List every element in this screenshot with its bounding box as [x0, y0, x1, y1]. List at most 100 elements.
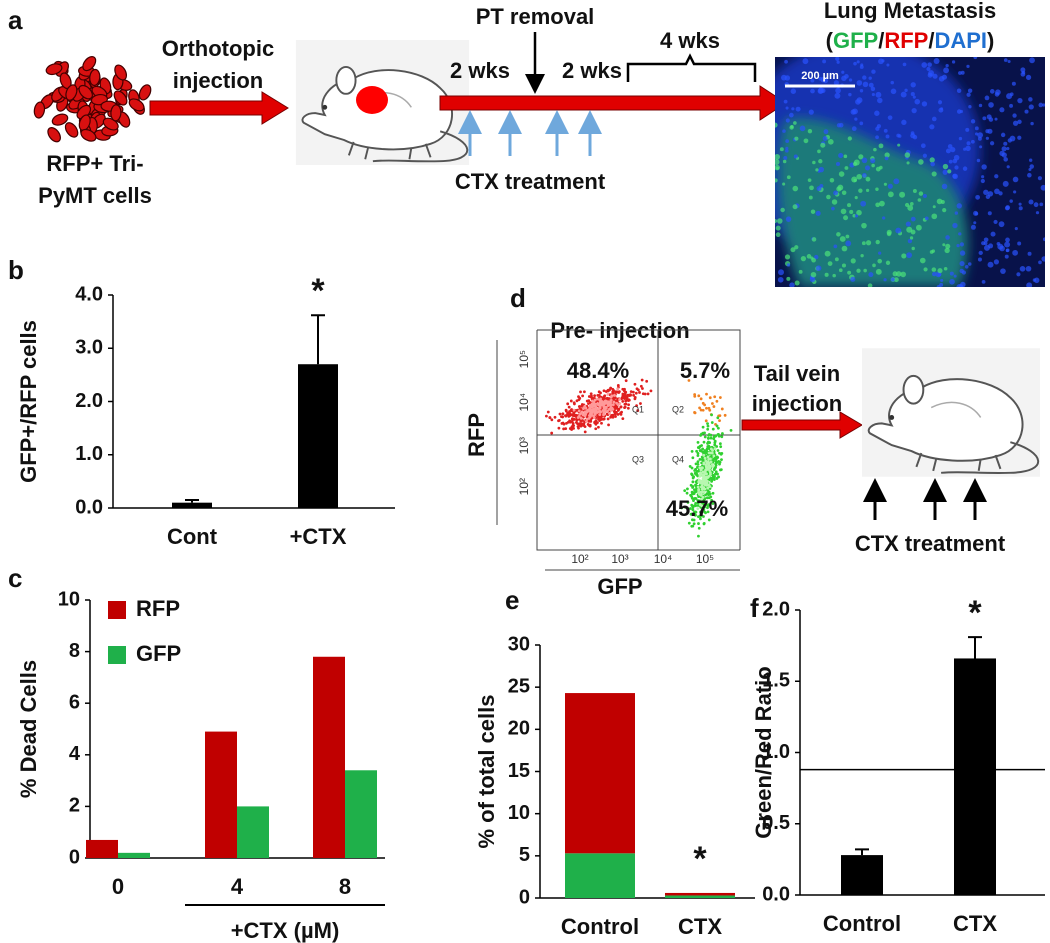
speckle	[959, 242, 965, 247]
event-dot	[691, 518, 694, 522]
event-dot	[602, 405, 606, 409]
event-dot	[720, 407, 724, 411]
speckle	[1028, 158, 1033, 162]
speckle	[970, 139, 975, 144]
event-dot	[618, 398, 622, 401]
speckle	[791, 107, 795, 111]
event-dot	[683, 505, 687, 509]
speckle	[932, 73, 938, 79]
event-dot	[689, 512, 693, 516]
speckle	[795, 106, 801, 112]
event-dot	[636, 388, 640, 392]
speckle	[1020, 71, 1026, 77]
cell	[114, 64, 128, 81]
speckle	[1006, 165, 1010, 169]
y-tick-label: 3.0	[75, 337, 103, 359]
event-dot	[593, 404, 597, 408]
x-tick-label: Control	[823, 911, 901, 936]
speckle	[910, 229, 916, 235]
speckle	[966, 64, 970, 69]
event-dot	[699, 490, 703, 494]
event-dot	[710, 479, 714, 483]
y-tick-label: 4	[69, 743, 81, 765]
speckle	[980, 178, 985, 184]
speckle	[1001, 152, 1007, 158]
speckle	[858, 188, 863, 193]
event-dot	[632, 393, 635, 397]
event-dot	[720, 435, 724, 439]
speckle	[831, 199, 838, 205]
event-dot	[593, 398, 597, 402]
event-dot	[618, 402, 622, 405]
speckle	[965, 127, 970, 132]
speckle	[829, 178, 835, 183]
speckle	[794, 245, 799, 250]
event-dot	[700, 432, 703, 436]
speckle	[981, 175, 985, 179]
speckle	[911, 246, 915, 251]
event-dot	[703, 456, 707, 460]
legend-label: RFP	[136, 596, 180, 621]
speckle	[789, 282, 795, 287]
event-dot	[601, 397, 605, 400]
event-dot	[702, 515, 705, 518]
event-dot	[707, 406, 711, 410]
event-dot	[577, 409, 581, 413]
cell	[113, 90, 128, 106]
speckle	[859, 65, 864, 69]
speckle	[952, 222, 958, 229]
event-dot	[698, 406, 701, 410]
event-dot	[702, 490, 706, 494]
speckle	[985, 136, 989, 140]
y-tick-label: 0	[519, 886, 530, 908]
event-dot	[710, 413, 713, 417]
event-dot	[602, 389, 606, 393]
speckle	[815, 168, 819, 172]
speckle	[865, 188, 870, 193]
speckle	[942, 243, 946, 247]
y-axis-label: Green/Red Ratio	[751, 666, 776, 838]
event-dot	[710, 463, 714, 466]
event-dot	[689, 483, 693, 487]
speckle	[783, 99, 788, 104]
cell	[33, 101, 46, 119]
event-dot	[584, 406, 588, 410]
event-dot	[697, 446, 701, 450]
speckle	[785, 146, 789, 150]
arrow	[741, 411, 863, 439]
event-dot	[691, 508, 695, 512]
event-dot	[624, 402, 628, 406]
event-dot	[695, 474, 699, 477]
y-tick-label: 0.5	[762, 812, 790, 834]
event-dot	[694, 510, 698, 514]
event-dot	[575, 421, 578, 424]
speckle	[961, 270, 967, 275]
speckle	[1007, 59, 1011, 64]
event-dot	[571, 422, 575, 425]
speckle	[868, 76, 872, 80]
event-dot	[570, 409, 574, 413]
event-dot	[591, 396, 594, 400]
speckle	[994, 117, 998, 121]
event-dot	[627, 403, 631, 407]
quadrant-label: Q1	[632, 404, 644, 414]
speckle	[817, 149, 821, 154]
speckle	[926, 66, 931, 72]
significance-mark: *	[968, 594, 982, 632]
speckle	[800, 256, 807, 262]
speckle	[843, 215, 849, 221]
speckle	[792, 185, 799, 192]
speckle	[843, 154, 848, 159]
event-dot	[602, 417, 606, 421]
speckle	[875, 126, 880, 131]
event-dot	[599, 397, 602, 401]
speckle	[918, 159, 924, 165]
speckle	[868, 272, 874, 278]
speckle	[847, 270, 852, 275]
speckle	[943, 266, 948, 271]
event-dot	[612, 400, 616, 404]
event-dot	[616, 387, 620, 391]
event-dot	[690, 449, 694, 453]
event-dot	[704, 493, 707, 497]
event-dot	[616, 413, 620, 416]
